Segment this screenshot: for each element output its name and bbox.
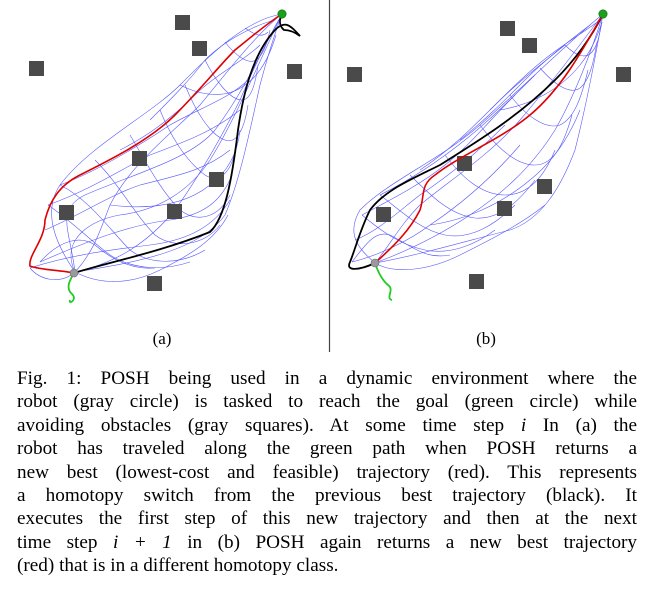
caption-line: avoiding obstacles (gray squares). At so…: [17, 414, 637, 437]
caption-line: time step i + 1 in (b) POSH again return…: [17, 531, 637, 554]
caption-line: robot has traveled along the green path …: [17, 438, 637, 460]
obstacle-square: [522, 38, 537, 53]
obstacle-square: [537, 179, 552, 194]
caption-text: in (b) POSH again returns a new best tra…: [171, 531, 638, 553]
obstacle-square: [616, 67, 631, 82]
figure-svg: (a): [29, 0, 631, 352]
panel-a-mesh: [29, 13, 283, 282]
caption-line: a homotopy switch from the previous best…: [17, 485, 637, 507]
obstacle-square: [147, 276, 162, 291]
obstacle-square: [175, 15, 190, 30]
previous-best-trajectory: [73, 13, 301, 274]
obstacle-square: [500, 21, 515, 36]
caption-line: Fig. 1: POSH being used in a dynamic env…: [17, 368, 637, 389]
previous-best-trajectory: [348, 13, 604, 270]
goal-circle: [598, 9, 608, 19]
new-best-trajectory: [374, 13, 604, 264]
caption-variable: i: [520, 414, 527, 436]
caption-line: robot (gray circle) is tasked to reach t…: [17, 391, 637, 413]
obstacle-square: [59, 205, 74, 220]
obstacle-square: [469, 274, 484, 289]
caption-line: new best (lowest-cost and feasible) traj…: [17, 461, 637, 483]
caption-text: avoiding obstacles (gray squares). At so…: [17, 414, 505, 436]
obstacle-square: [167, 204, 182, 219]
obstacle-square: [376, 207, 391, 222]
obstacle-square: [29, 61, 44, 76]
caption-line: executes the first step of this new traj…: [17, 508, 637, 530]
obstacle-square: [347, 67, 362, 82]
caption-line: (red) that is in a different homotopy cl…: [17, 555, 339, 577]
robot-circle: [69, 268, 79, 278]
obstacle-square: [287, 64, 302, 79]
caption-variable: i + 1: [112, 531, 172, 553]
robot-traveled-path: [374, 262, 393, 301]
obstacle-square: [132, 151, 147, 166]
panel-a: (a): [29, 9, 302, 348]
new-best-trajectory: [29, 13, 283, 274]
obstacle-square: [192, 41, 207, 56]
obstacle-square: [457, 156, 472, 171]
caption-text: In (a) the: [526, 414, 637, 436]
caption-text: time step: [17, 531, 98, 553]
robot-circle: [370, 258, 380, 268]
figure: (a): [29, 0, 631, 352]
obstacle-square: [497, 201, 512, 216]
panel-a-label: (a): [153, 329, 172, 348]
robot-traveled-path: [67, 272, 75, 303]
obstacle-square: [209, 172, 224, 187]
panel-b: (b): [347, 9, 631, 348]
panel-b-mesh: [351, 13, 604, 270]
panel-b-label: (b): [476, 329, 496, 348]
goal-circle: [277, 9, 287, 19]
figure-caption: Fig. 1: POSH being used in a dynamic env…: [17, 367, 637, 578]
